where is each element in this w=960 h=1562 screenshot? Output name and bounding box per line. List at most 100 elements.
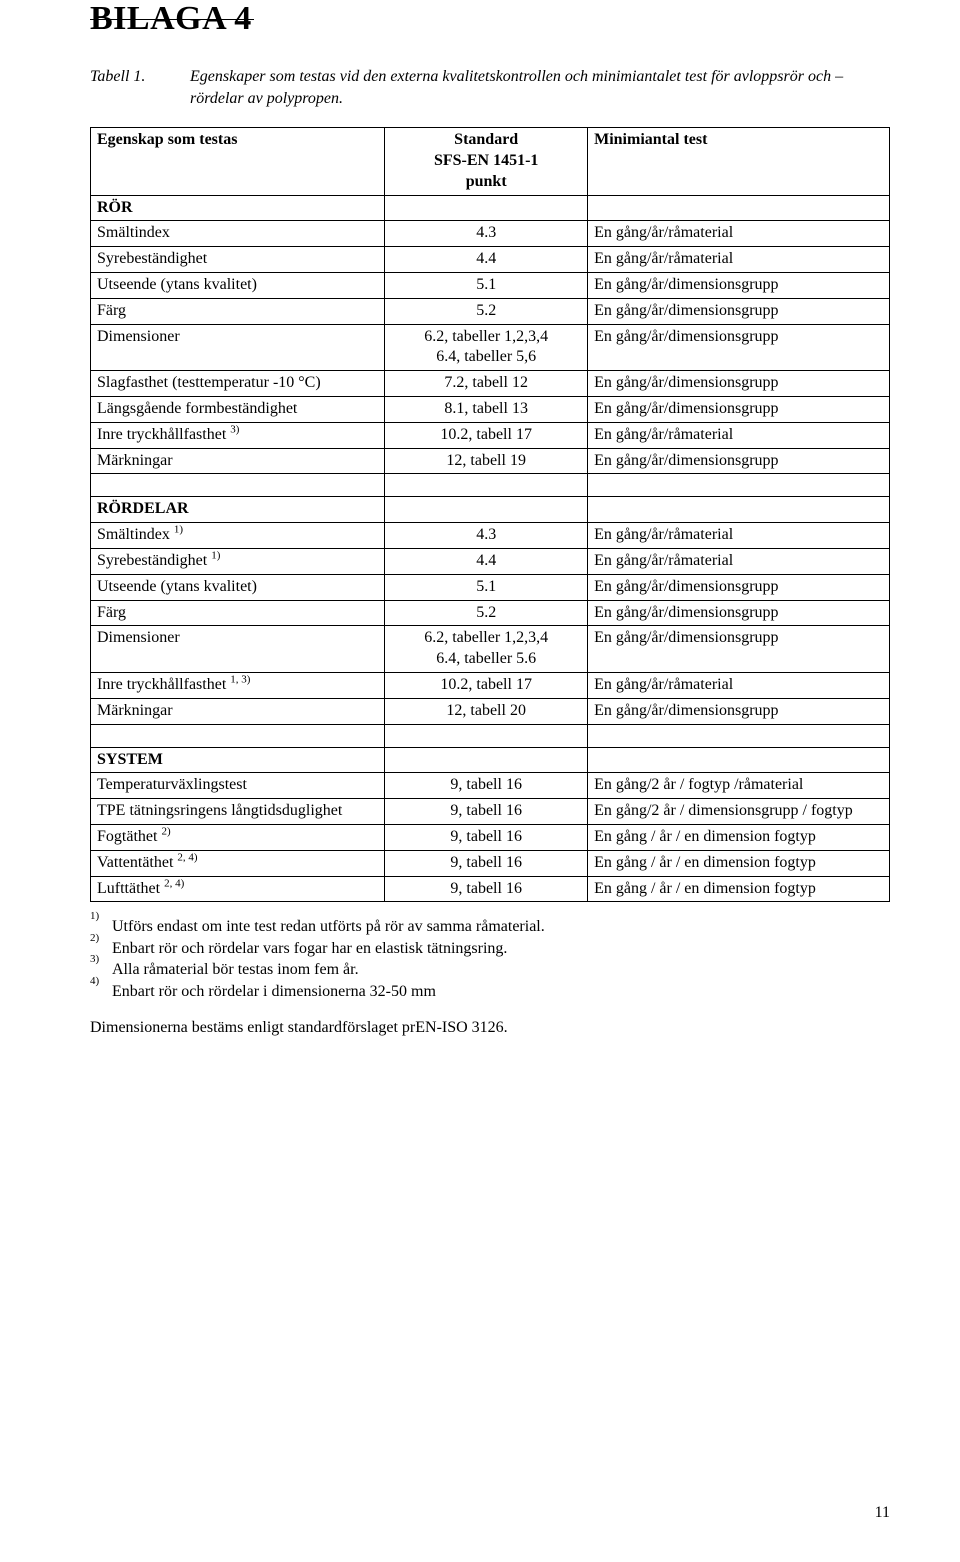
table-row: Märkningar12, tabell 19En gång/år/dimens…: [91, 448, 890, 474]
table-cell: [91, 474, 385, 497]
table-row: Märkningar12, tabell 20En gång/år/dimens…: [91, 698, 890, 724]
table-cell: Syrebeständighet 1): [91, 548, 385, 574]
table-cell: [385, 474, 588, 497]
table-row: Färg5.2En gång/år/dimensionsgrupp: [91, 298, 890, 324]
table-cell: En gång/år/råmaterial: [588, 548, 890, 574]
table-cell: Dimensioner: [91, 626, 385, 673]
table-cell: Färg: [91, 600, 385, 626]
table-cell: Vattentäthet 2, 4): [91, 850, 385, 876]
caption-text: Egenskaper som testas vid den externa kv…: [190, 66, 890, 109]
table-header-row: Egenskap som testas Standard SFS-EN 1451…: [91, 128, 890, 195]
closing-note: Dimensionerna bestäms enligt standardför…: [90, 1019, 890, 1037]
table-row: Längsgående formbeständighet8.1, tabell …: [91, 396, 890, 422]
table-row: Färg5.2En gång/år/dimensionsgrupp: [91, 600, 890, 626]
table-cell: 9, tabell 16: [385, 850, 588, 876]
table-cell: 9, tabell 16: [385, 876, 588, 902]
table-cell: En gång/år/dimensionsgrupp: [588, 626, 890, 673]
table-cell: 12, tabell 19: [385, 448, 588, 474]
table-cell: 10.2, tabell 17: [385, 672, 588, 698]
footnote-ref: 2, 4): [177, 851, 197, 863]
table-cell: En gång/år/dimensionsgrupp: [588, 698, 890, 724]
footnote-ref: 1): [174, 524, 183, 536]
table-row: Fogtäthet 2)9, tabell 16En gång / år / e…: [91, 824, 890, 850]
table-cell: En gång / år / en dimension fogtyp: [588, 876, 890, 902]
table-cell: [588, 474, 890, 497]
table-cell: [588, 195, 890, 221]
table-cell: 4.3: [385, 221, 588, 247]
spacer-row: [91, 474, 890, 497]
table-cell: 5.1: [385, 574, 588, 600]
caption-label: Tabell 1.: [90, 66, 190, 109]
table-cell: [385, 195, 588, 221]
table-row: Utseende (ytans kvalitet)5.1En gång/år/d…: [91, 574, 890, 600]
table-cell: Märkningar: [91, 698, 385, 724]
table-cell: RÖRDELAR: [91, 497, 385, 523]
table-cell: 5.2: [385, 600, 588, 626]
footnote: 4)Enbart rör och rördelar i dimensionern…: [90, 981, 890, 1003]
table-row: Slagfasthet (testtemperatur -10 °C)7.2, …: [91, 371, 890, 397]
footnote-text: Enbart rör och rördelar i dimensionerna …: [112, 981, 436, 1003]
table-cell: [91, 724, 385, 747]
section-heading-row: RÖRDELAR: [91, 497, 890, 523]
table-cell: 4.4: [385, 247, 588, 273]
footnote-text: Utförs endast om inte test redan utförts…: [112, 916, 545, 938]
table-cell: 5.2: [385, 298, 588, 324]
table-cell: Utseende (ytans kvalitet): [91, 272, 385, 298]
table-row: Syrebeständighet4.4En gång/år/råmaterial: [91, 247, 890, 273]
properties-table: Egenskap som testas Standard SFS-EN 1451…: [90, 127, 890, 902]
table-cell: Fogtäthet 2): [91, 824, 385, 850]
table-cell: En gång/år/råmaterial: [588, 247, 890, 273]
table-row: Dimensioner6.2, tabeller 1,2,3,4 6.4, ta…: [91, 324, 890, 371]
table-cell: 6.2, tabeller 1,2,3,4 6.4, tabeller 5,6: [385, 324, 588, 371]
table-cell: Lufttäthet 2, 4): [91, 876, 385, 902]
table-cell: En gång/år/dimensionsgrupp: [588, 324, 890, 371]
table-cell: En gång/2 år / dimensionsgrupp / fogtyp: [588, 799, 890, 825]
table-cell: En gång / år / en dimension fogtyp: [588, 850, 890, 876]
section-heading-row: RÖR: [91, 195, 890, 221]
footnote-ref: 2): [161, 826, 170, 838]
table-cell: 6.2, tabeller 1,2,3,4 6.4, tabeller 5.6: [385, 626, 588, 673]
table-row: Inre tryckhållfasthet 1, 3)10.2, tabell …: [91, 672, 890, 698]
table-cell: Syrebeständighet: [91, 247, 385, 273]
table-cell: En gång/år/dimensionsgrupp: [588, 574, 890, 600]
footnote-ref: 3): [230, 423, 239, 435]
table-cell: En gång/år/råmaterial: [588, 523, 890, 549]
table-cell: Smältindex 1): [91, 523, 385, 549]
table-cell: TPE tätningsringens långtidsduglighet: [91, 799, 385, 825]
table-row: Lufttäthet 2, 4)9, tabell 16En gång / år…: [91, 876, 890, 902]
table-cell: En gång/år/råmaterial: [588, 672, 890, 698]
table-cell: Inre tryckhållfasthet 1, 3): [91, 672, 385, 698]
page-number: 11: [875, 1504, 890, 1522]
table-row: Smältindex 1)4.3En gång/år/råmaterial: [91, 523, 890, 549]
table-cell: [588, 747, 890, 773]
col-header-standard: Standard SFS-EN 1451-1 punkt: [385, 128, 588, 195]
table-cell: Inre tryckhållfasthet 3): [91, 422, 385, 448]
table-cell: 9, tabell 16: [385, 773, 588, 799]
table-body: RÖRSmältindex4.3En gång/år/råmaterialSyr…: [91, 195, 890, 902]
footnote-text: Enbart rör och rördelar vars fogar har e…: [112, 938, 507, 960]
table-cell: En gång/år/dimensionsgrupp: [588, 448, 890, 474]
section-heading-row: SYSTEM: [91, 747, 890, 773]
footnote-ref: 1, 3): [230, 674, 250, 686]
table-cell: En gång/år/dimensionsgrupp: [588, 600, 890, 626]
table-cell: En gång / år / en dimension fogtyp: [588, 824, 890, 850]
table-cell: 10.2, tabell 17: [385, 422, 588, 448]
table-cell: 4.4: [385, 548, 588, 574]
table-cell: En gång/år/dimensionsgrupp: [588, 298, 890, 324]
col-header-property: Egenskap som testas: [91, 128, 385, 195]
footnote: 1)Utförs endast om inte test redan utför…: [90, 916, 890, 938]
table-row: Dimensioner6.2, tabeller 1,2,3,4 6.4, ta…: [91, 626, 890, 673]
table-row: Inre tryckhållfasthet 3)10.2, tabell 17E…: [91, 422, 890, 448]
footnote-text: Alla råmaterial bör testas inom fem år.: [112, 959, 359, 981]
table-cell: En gång/år/dimensionsgrupp: [588, 272, 890, 298]
footnote-mark: 4): [90, 981, 112, 1003]
spacer-row: [91, 724, 890, 747]
table-cell: 4.3: [385, 523, 588, 549]
table-cell: Längsgående formbeständighet: [91, 396, 385, 422]
table-row: Smältindex4.3En gång/år/råmaterial: [91, 221, 890, 247]
table-cell: En gång/år/dimensionsgrupp: [588, 396, 890, 422]
table-cell: [385, 497, 588, 523]
table-cell: En gång/år/råmaterial: [588, 422, 890, 448]
col-header-minimum: Minimiantal test: [588, 128, 890, 195]
footnote: 3)Alla råmaterial bör testas inom fem år…: [90, 959, 890, 981]
